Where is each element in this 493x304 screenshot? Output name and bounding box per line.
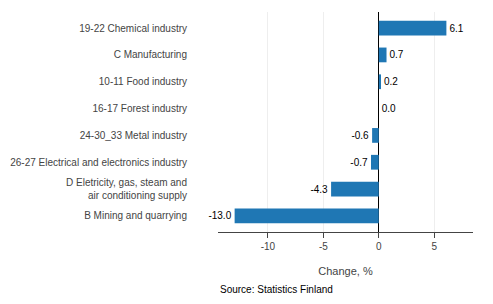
svg-text:-13.0: -13.0 (208, 210, 231, 221)
svg-text:10-11 Food industry: 10-11 Food industry (99, 76, 187, 87)
svg-text:26-27 Electrical and electroni: 26-27 Electrical and electronics industr… (10, 157, 187, 168)
svg-text:0.2: 0.2 (384, 76, 398, 87)
svg-text:0.0: 0.0 (382, 103, 396, 114)
svg-text:24-30_33 Metal industry: 24-30_33 Metal industry (80, 130, 187, 141)
svg-text:19-22 Chemical industry: 19-22 Chemical industry (79, 23, 187, 34)
svg-text:Change, %: Change, % (318, 265, 373, 277)
svg-text:5: 5 (431, 241, 437, 252)
svg-text:0.7: 0.7 (390, 49, 404, 60)
svg-text:-4.3: -4.3 (310, 184, 328, 195)
svg-text:-5: -5 (319, 241, 328, 252)
svg-text:D Eletricity, gas, steam andai: D Eletricity, gas, steam andair conditio… (66, 177, 187, 201)
svg-text:-0.7: -0.7 (350, 157, 368, 168)
svg-text:C Manufacturing: C Manufacturing (114, 49, 187, 60)
svg-text:Source: Statistics Finland: Source: Statistics Finland (220, 284, 333, 295)
svg-text:-10: -10 (261, 241, 276, 252)
svg-text:-0.6: -0.6 (351, 130, 369, 141)
svg-text:0: 0 (376, 241, 382, 252)
svg-text:6.1: 6.1 (449, 23, 463, 34)
svg-text:16-17 Forest industry: 16-17 Forest industry (93, 103, 188, 114)
svg-text:B Mining and quarrying: B Mining and quarrying (84, 210, 187, 221)
